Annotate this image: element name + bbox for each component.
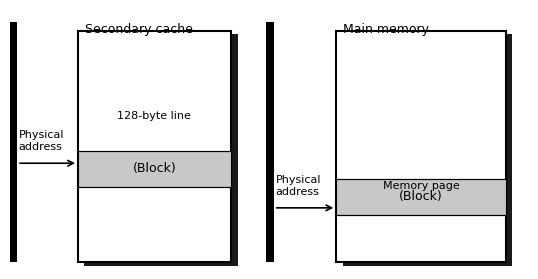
Bar (84, 34, 238, 266)
Bar (78, 151, 231, 187)
Text: 128-byte line: 128-byte line (117, 111, 192, 121)
Text: Physical
address: Physical address (19, 131, 65, 152)
Bar (266, 22, 274, 262)
Bar (343, 34, 512, 266)
Bar (336, 179, 506, 215)
Text: Main memory: Main memory (343, 23, 429, 36)
Text: Memory page: Memory page (383, 181, 459, 191)
Text: Secondary cache: Secondary cache (85, 23, 193, 36)
Text: (Block): (Block) (399, 190, 443, 203)
Text: (Block): (Block) (133, 162, 176, 175)
Text: Physical
address: Physical address (275, 175, 321, 197)
Bar (336, 31, 506, 262)
Bar (10, 22, 17, 262)
Bar (78, 31, 231, 262)
